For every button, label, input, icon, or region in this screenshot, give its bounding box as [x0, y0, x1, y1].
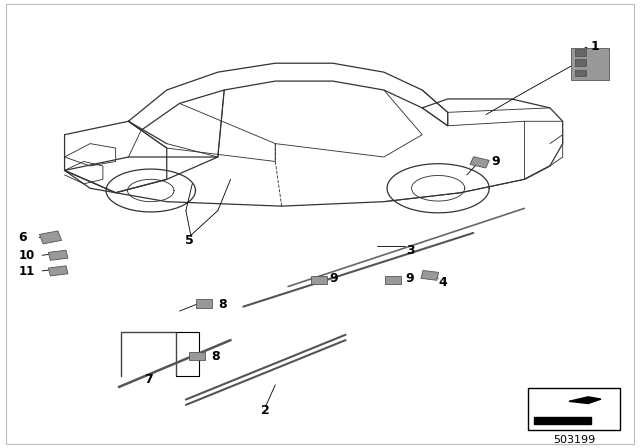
Text: 3: 3	[406, 244, 415, 257]
Polygon shape	[569, 397, 601, 404]
Text: 10: 10	[19, 249, 35, 262]
Text: 5: 5	[184, 234, 193, 247]
Text: 7: 7	[145, 373, 153, 386]
Text: 503199: 503199	[553, 435, 595, 445]
Text: 9: 9	[491, 155, 500, 168]
Polygon shape	[385, 276, 401, 284]
Polygon shape	[311, 276, 326, 284]
Text: 8: 8	[211, 350, 220, 363]
Polygon shape	[534, 417, 591, 424]
Polygon shape	[421, 271, 438, 280]
Text: 1: 1	[591, 40, 600, 53]
Polygon shape	[196, 299, 212, 307]
Text: 4: 4	[438, 276, 447, 289]
Polygon shape	[49, 250, 68, 260]
Text: 2: 2	[261, 404, 270, 417]
Text: 6: 6	[19, 231, 28, 244]
Text: 9: 9	[405, 272, 413, 285]
Text: 8: 8	[218, 298, 227, 311]
Bar	[527, 388, 620, 431]
Polygon shape	[40, 231, 61, 244]
Polygon shape	[189, 352, 205, 360]
Text: 11: 11	[19, 265, 35, 278]
Polygon shape	[571, 48, 609, 80]
Polygon shape	[575, 60, 586, 66]
Polygon shape	[470, 157, 490, 168]
Polygon shape	[575, 49, 586, 56]
Polygon shape	[575, 70, 586, 77]
Polygon shape	[49, 266, 68, 276]
Text: 9: 9	[330, 272, 338, 285]
